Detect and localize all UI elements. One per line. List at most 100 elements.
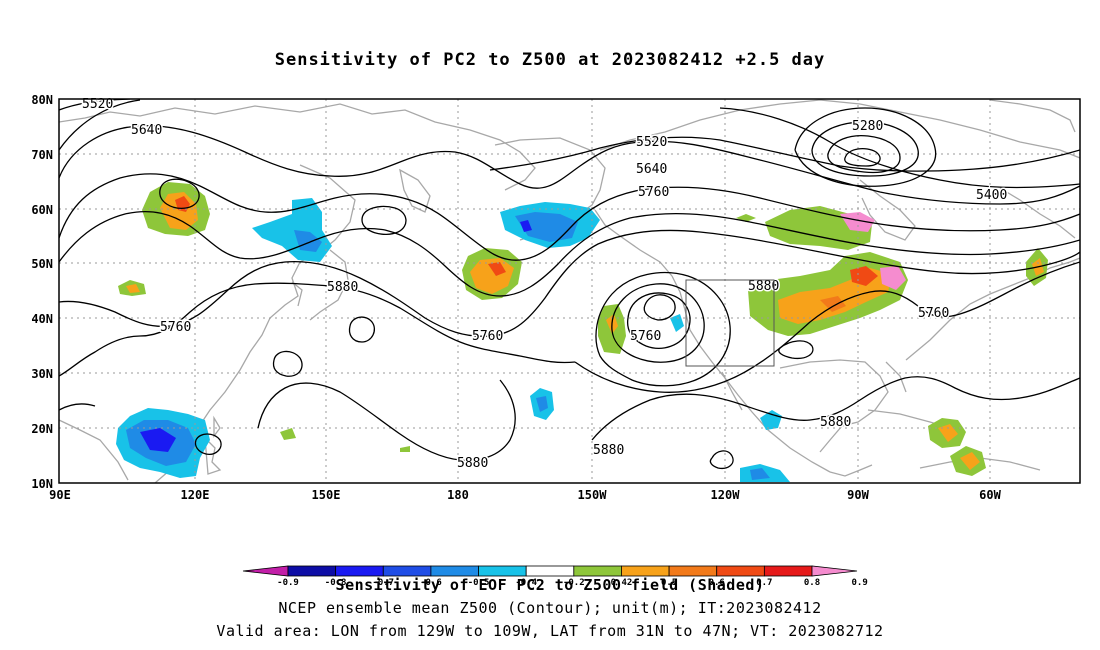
lon-label: 90E: [49, 488, 71, 502]
colorbar-swatch: [573, 565, 622, 577]
contour-west-outer: [59, 173, 1080, 261]
colorbar-low-triangle: [242, 565, 289, 577]
contour-label: 5760: [630, 329, 661, 344]
shaded-regions: [116, 182, 1048, 482]
coast-siberia: [59, 103, 536, 191]
shade-nus-orange2: [820, 296, 846, 312]
shade-sib2-orange: [126, 284, 140, 293]
shade-epac-blue: [750, 468, 770, 480]
contour-arctic-low-outer: [794, 107, 937, 187]
lat-label: 30N: [31, 367, 53, 381]
footer-line-2: NCEP ensemble mean Z500 (Contour); unit(…: [278, 599, 822, 617]
lon-axis: 90E 120E 150E 180 150W 120W 90W 60W: [49, 488, 1001, 502]
map-frame: [58, 98, 1081, 484]
contour-labels: 5520 5640 5760 5880 5280 5400 5520 5640 …: [81, 96, 1009, 473]
contour-label: 5880: [593, 443, 624, 458]
contour-label: 5880: [748, 279, 779, 294]
lat-axis: 80N 70N 60N 50N 40N 30N 20N 10N: [31, 93, 53, 491]
coast-taiwan: [213, 415, 221, 438]
contour-arctic-low-3: [827, 134, 901, 174]
shade-mexico-lb: [760, 410, 782, 430]
contour-small-a: [361, 205, 407, 235]
contour-label: 5760: [472, 329, 503, 344]
contour-5880-east: [574, 261, 1080, 393]
shade-bering-dark: [520, 220, 532, 232]
colorbar-swatch: [287, 565, 337, 577]
contour-low-ring-outer: [595, 271, 731, 387]
coast-labrador: [999, 187, 1076, 239]
colorbar-tick-label: 0.8: [804, 578, 820, 588]
colorbar-tick-label: 0.42: [611, 578, 633, 588]
coast-florida: [885, 361, 907, 393]
lon-label: 180: [447, 488, 469, 502]
colorbar-tick-label: -0.4: [515, 578, 537, 588]
lon-label: 120W: [711, 488, 741, 502]
coast-central-america: [829, 464, 873, 477]
lat-label: 50N: [31, 257, 53, 271]
colorbar-swatch: [763, 565, 813, 577]
contours: [59, 99, 1080, 470]
footer-line-3: Valid area: LON from 129W to 109W, LAT f…: [216, 622, 884, 640]
colorbar-tick-label: -0.6: [420, 578, 442, 588]
lon-label: 90W: [847, 488, 869, 502]
shade-nus-red: [850, 266, 878, 286]
contour-label: 5760: [638, 185, 669, 200]
contour-label: 5520: [636, 135, 667, 150]
contour-5880-south: [257, 379, 516, 462]
colorbar-swatch: [382, 565, 432, 577]
lat-label: 60N: [31, 203, 53, 217]
coast-korea: [291, 281, 303, 307]
coast-greenland: [989, 99, 1076, 133]
lon-label: 60W: [979, 488, 1001, 502]
colorbar-swatch: [525, 565, 575, 577]
contour-low-ring-inner: [626, 292, 691, 349]
contour-5880-far: [59, 403, 96, 411]
colorbar-tick-label: -0.2: [563, 578, 585, 588]
contour-alt1: [59, 99, 141, 151]
contour-5880-west: [59, 282, 576, 377]
contour-label: 5280: [852, 119, 883, 134]
colorbar-swatch: [668, 565, 718, 577]
colorbar: -0.9 -0.8 -0.7 -0.6 -0.5 -0.4 -0.2 0.42 0.5 0.6 0.…: [242, 565, 868, 588]
colorbar-swatch: [716, 565, 765, 577]
coast-kamchatka: [399, 168, 431, 213]
contour-5880-se: [591, 376, 1080, 441]
contour-arctic-low-2: [811, 121, 919, 177]
coastlines: [59, 99, 1080, 483]
coast-us-east: [905, 257, 1080, 361]
coast-philippines: [204, 436, 222, 475]
contour-small-f: [709, 450, 734, 470]
contour-small-c: [272, 350, 303, 377]
contour-label: 5640: [131, 123, 162, 138]
colorbar-swatch: [335, 565, 384, 577]
shade-okhotsk-blue: [294, 230, 322, 252]
colorbar-swatch: [621, 565, 670, 577]
shade-dateline-red: [488, 262, 506, 276]
contour-label: 5760: [918, 306, 949, 321]
contour-small-b: [159, 178, 200, 209]
shade-carib2-orange: [960, 452, 980, 470]
contour-label: 5760: [160, 320, 191, 335]
coast-bc: [594, 209, 673, 277]
contour-5640-nw: [59, 125, 1080, 205]
lon-label: 150E: [312, 488, 341, 502]
shade-bering-blue: [515, 212, 578, 242]
plot-title: Sensitivity of PC2 to Z500 at 2023082412…: [274, 50, 826, 70]
colorbar-tick-label: 0.9: [852, 578, 868, 588]
footer-line-1: Sensitivity of EOF PC2 to Z500 field (Sh…: [335, 576, 765, 594]
contour-label: 5880: [820, 415, 851, 430]
shade-okhotsk-lb: [252, 198, 332, 262]
contour-west-2: [59, 211, 1080, 297]
coast-gulf: [779, 359, 889, 453]
contour-small-e: [778, 340, 814, 360]
lon-label: 150W: [578, 488, 608, 502]
colorbar-tick-label: 0.7: [756, 578, 772, 588]
coast-indochina: [59, 419, 129, 481]
contour-low-ring-core: [643, 294, 676, 321]
contour-5760-west: [59, 229, 1080, 337]
colorbar-swatch: [430, 565, 479, 577]
lon-label: 120E: [181, 488, 210, 502]
colorbar-swatch: [478, 565, 527, 577]
lat-label: 70N: [31, 148, 53, 162]
contour-label: 5880: [457, 456, 488, 471]
